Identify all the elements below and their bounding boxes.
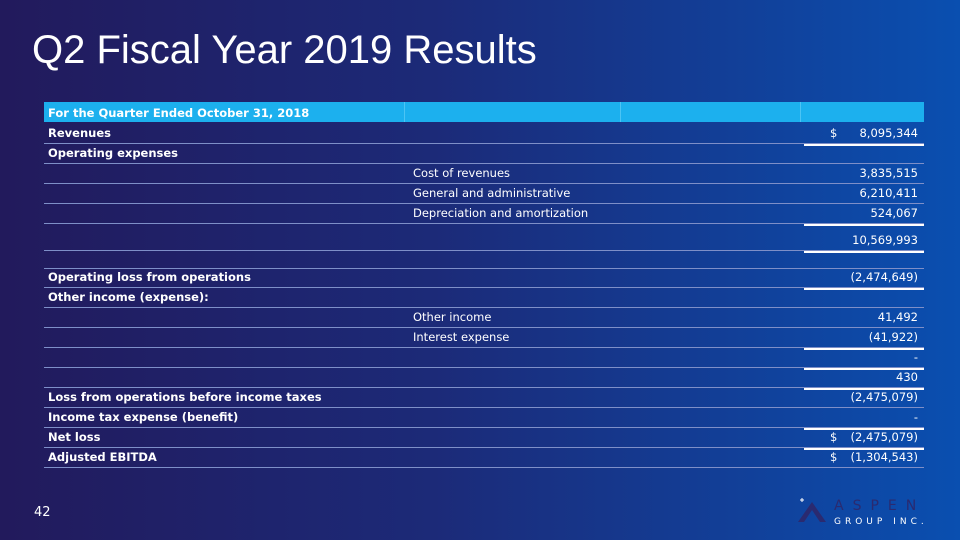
row-label: Adjusted EBITDA [48, 450, 157, 464]
table-row: Other income (expense): [44, 287, 924, 308]
row-amount: - [913, 350, 918, 364]
row-amount: (2,474,649) [850, 270, 918, 284]
page-number: 42 [34, 505, 51, 520]
table-row: Operating loss from operations (2,474,649… [44, 268, 924, 290]
row-amount: 6,210,411 [859, 186, 918, 200]
svg-text:ASPEN: ASPEN [834, 498, 925, 514]
table-row: 10,569,993 [44, 223, 924, 253]
table-header: For the Quarter Ended October 31, 2018 [44, 102, 924, 122]
table-row: - [44, 347, 924, 370]
row-amount: 3,835,515 [859, 166, 918, 180]
table-row: General and administrative 6,210,411 [44, 183, 924, 204]
row-sublabel: Cost of revenues [413, 166, 511, 180]
table-row: Revenues $8,095,344 [44, 123, 924, 146]
row-label: Net loss [48, 430, 101, 444]
table-header-label: For the Quarter Ended October 31, 2018 [48, 106, 310, 120]
row-label: Operating expenses [48, 146, 179, 160]
row-amount: (41,922) [868, 330, 918, 344]
row-amount: 41,492 [877, 310, 918, 324]
row-sublabel: Interest expense [413, 330, 510, 344]
row-amount: (2,475,079) [850, 430, 918, 444]
table-row: Interest expense (41,922) [44, 327, 924, 350]
row-amount: 10,569,993 [852, 233, 918, 247]
row-label: Operating loss from operations [48, 270, 251, 284]
table-row: Net loss $ (2,475,079) [44, 427, 924, 450]
table-row: Other income 41,492 [44, 307, 924, 328]
row-currency: $ [830, 126, 838, 140]
row-sublabel: Depreciation and amortization [413, 206, 589, 220]
svg-text:GROUP INC.: GROUP INC. [834, 517, 926, 527]
row-amount: (2,475,079) [850, 390, 918, 404]
row-sublabel: General and administrative [413, 186, 571, 200]
table-row: Depreciation and amortization 524,067 [44, 203, 924, 226]
row-amount: - [913, 410, 918, 424]
table-row: Income tax expense (benefit) - [44, 407, 924, 430]
table-row: Adjusted EBITDA $ (1,304,543) [44, 447, 924, 468]
table-row: Cost of revenues 3,835,515 [44, 163, 924, 184]
row-amount: 430 [896, 370, 918, 384]
row-currency: $ [830, 450, 838, 464]
row-label: Other income (expense): [48, 290, 209, 304]
row-currency: $ [830, 430, 838, 444]
row-label: Revenues [48, 126, 111, 140]
row-label: Loss from operations before income taxes [48, 390, 322, 404]
row-amount: (1,304,543) [850, 450, 918, 464]
aspen-group-logo: ASPEN GROUP INC. [796, 494, 926, 532]
table-row: Loss from operations before income taxes… [44, 387, 924, 408]
row-sublabel: Other income [413, 310, 492, 324]
slide-title: Q2 Fiscal Year 2019 Results [32, 28, 537, 72]
row-amount: 8,095,344 [859, 126, 918, 140]
row-amount: 524,067 [870, 206, 918, 220]
table-row: 430 [44, 367, 924, 390]
table-row [44, 250, 924, 269]
row-label: Income tax expense (benefit) [48, 410, 239, 424]
table-row: Operating expenses [44, 143, 924, 164]
